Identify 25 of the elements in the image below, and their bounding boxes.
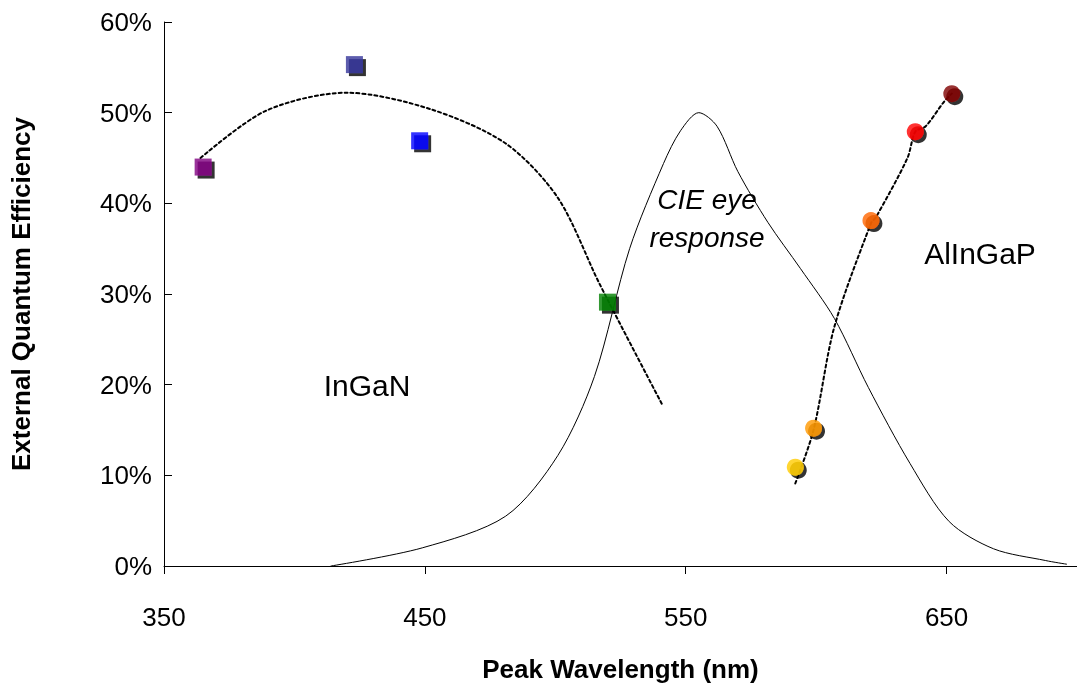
y-tick-label: 30% <box>99 279 152 309</box>
x-axis-title: Peak Wavelength (nm) <box>482 654 759 684</box>
y-tick-label: 20% <box>99 369 152 400</box>
annotation: CIE eye response <box>649 183 765 253</box>
x-tick-label: 450 <box>403 602 447 632</box>
point <box>598 293 616 311</box>
y-tick-label: 40% <box>99 188 152 219</box>
y-tick-label: 50% <box>99 97 152 128</box>
point <box>345 56 363 74</box>
x-tick-label: 550 <box>664 602 708 632</box>
x-tick-label: 350 <box>142 602 186 632</box>
x-tick-label: 650 <box>924 602 969 632</box>
point <box>805 419 823 437</box>
annotation: AlInGaP <box>924 236 1036 270</box>
annotation: InGaN <box>323 368 411 402</box>
point <box>862 212 880 230</box>
y-axis-title: External Quantum Efficiency <box>6 116 36 471</box>
point <box>943 85 961 103</box>
point <box>194 158 212 176</box>
point <box>786 458 804 476</box>
y-tick-label: 0% <box>114 551 152 581</box>
point <box>906 123 924 141</box>
y-tick-label: 10% <box>99 460 152 491</box>
point <box>411 132 429 150</box>
y-tick-label: 60% <box>99 7 152 37</box>
